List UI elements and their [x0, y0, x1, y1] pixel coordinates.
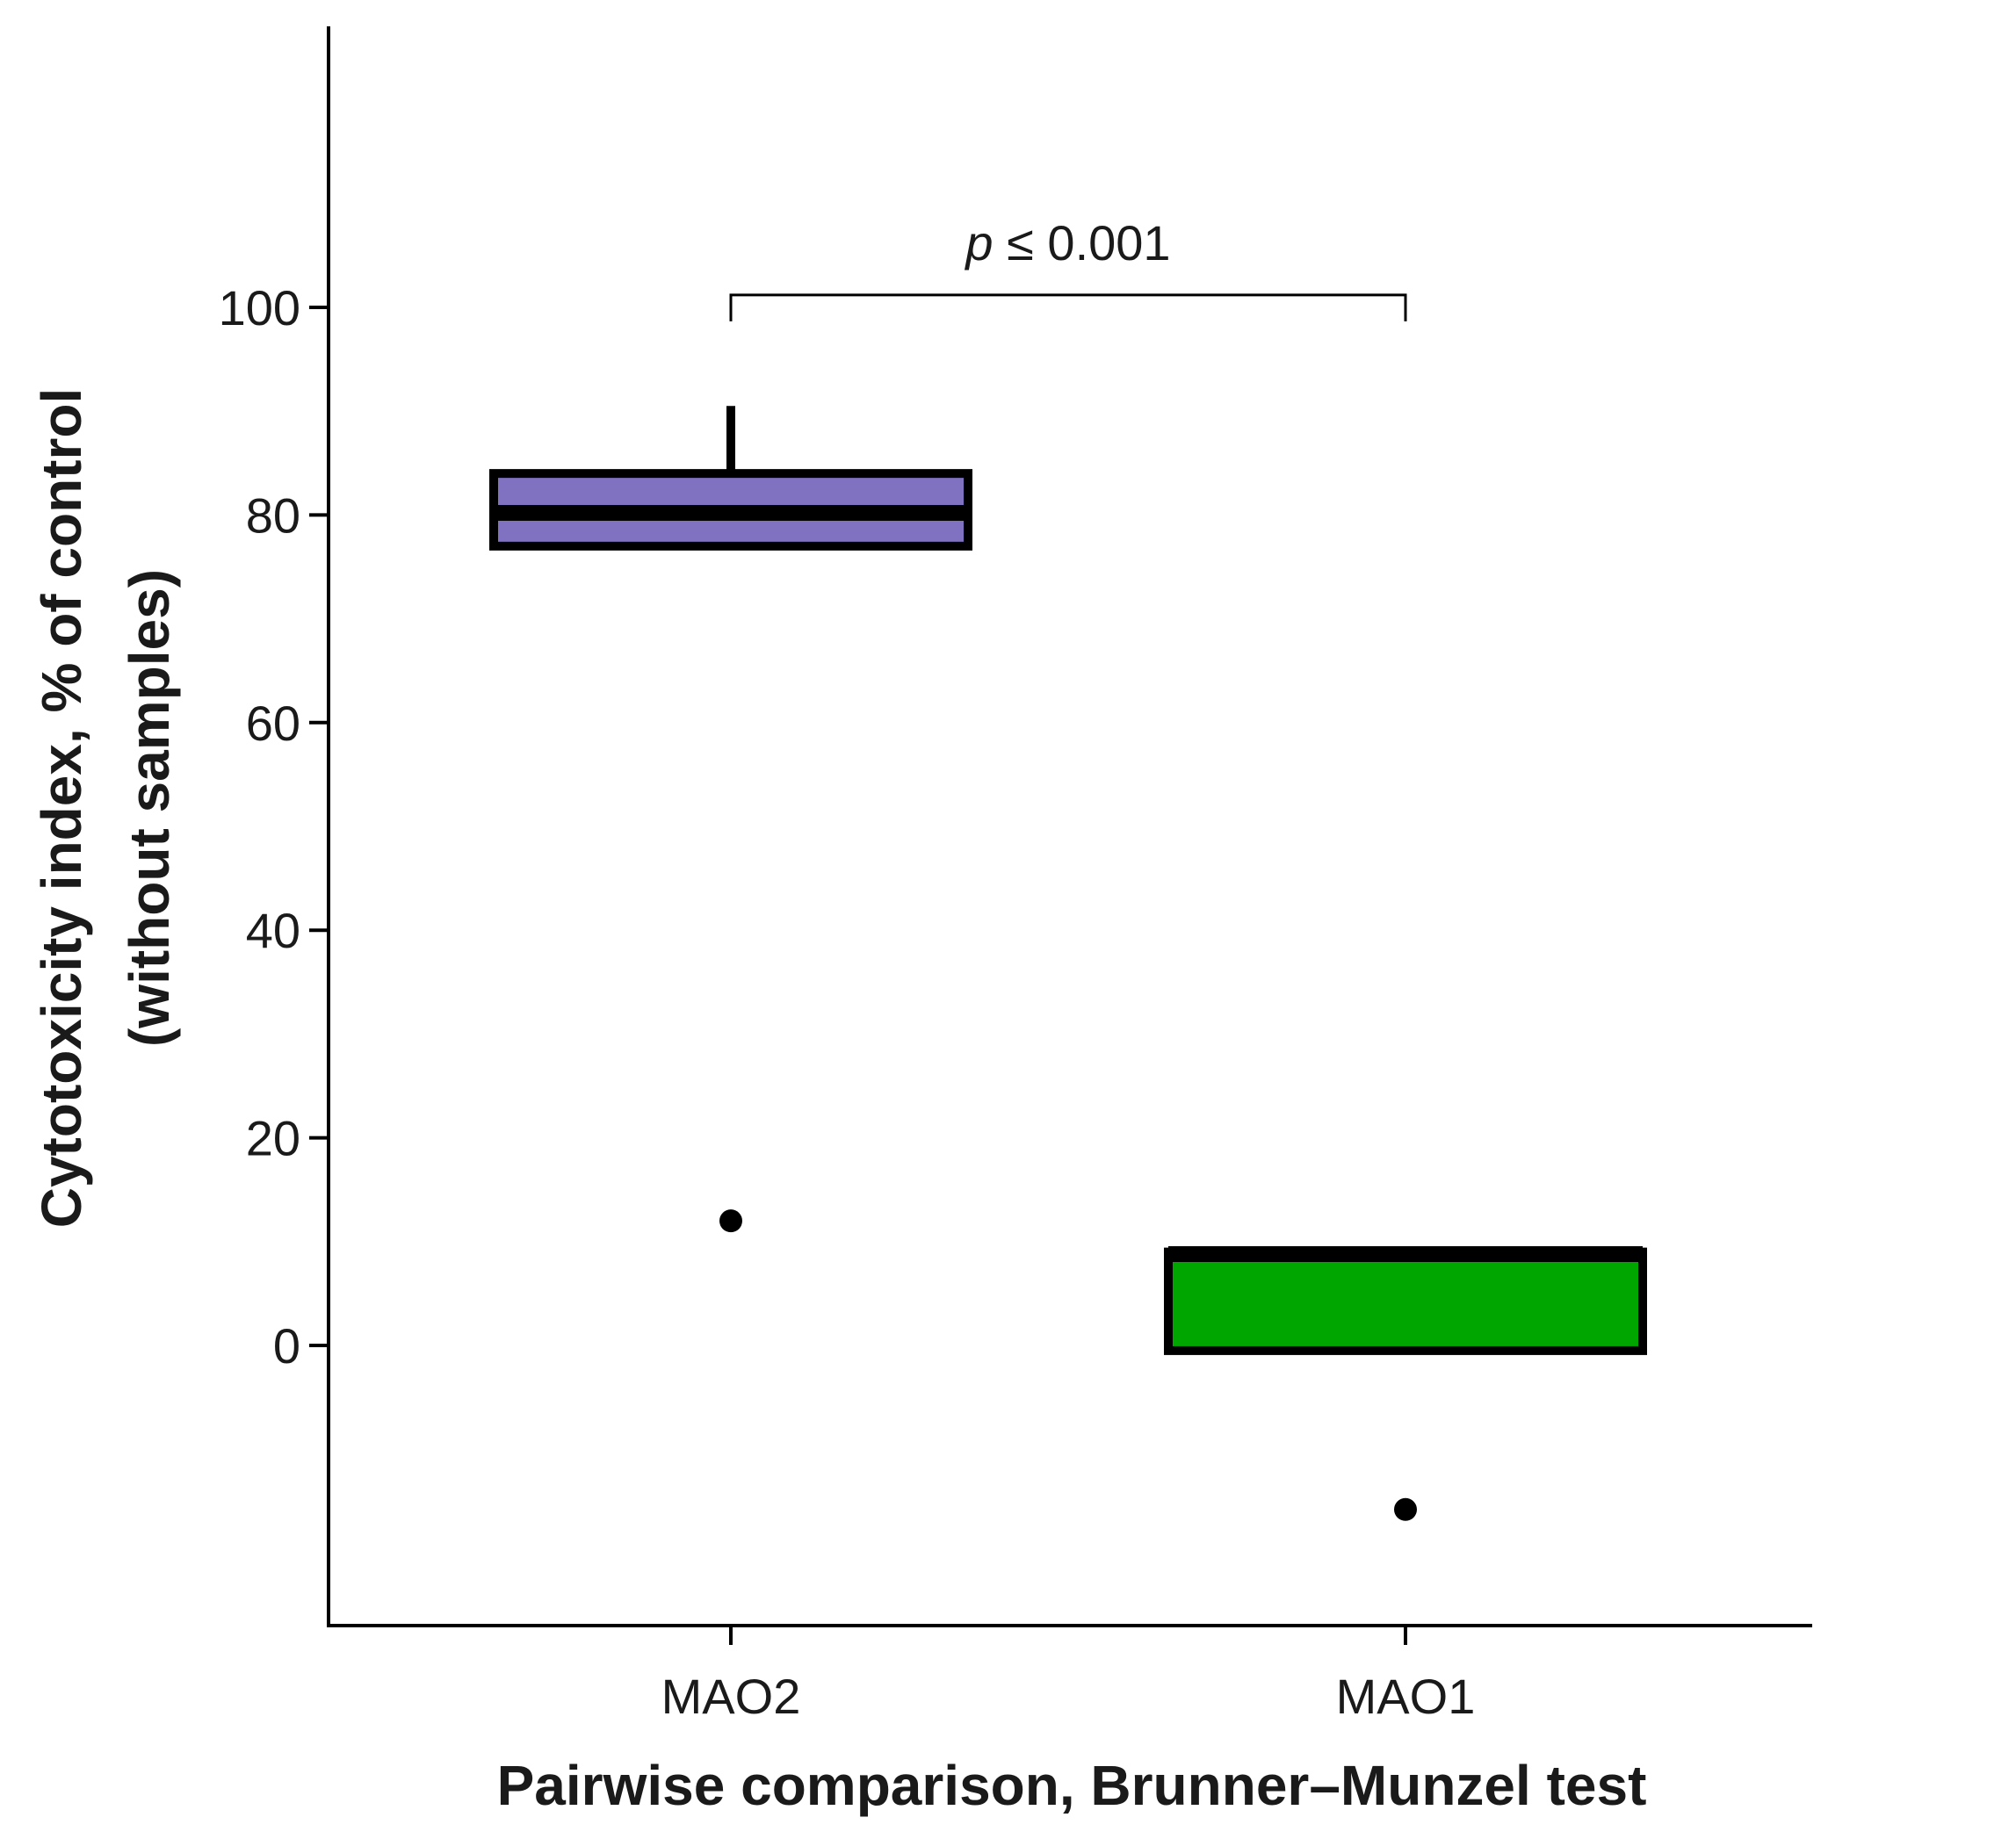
y-tick-label: 0: [273, 1318, 300, 1374]
y-ticks: 0 20 40 60 80 100: [219, 280, 329, 1374]
y-tick-label: 80: [246, 487, 300, 543]
y-tick-label: 40: [246, 903, 300, 958]
outlier-point: [1394, 1497, 1417, 1521]
x-tick-label: MAO1: [1336, 1669, 1476, 1724]
significance-bracket: p ≤ 0.001: [729, 215, 1407, 321]
bracket-line: [729, 293, 1407, 321]
y-axis-title-line-2: (without samples): [118, 569, 181, 1047]
outlier-point: [719, 1209, 742, 1233]
y-tick-label: 20: [246, 1111, 300, 1166]
box-iqr: [1164, 1247, 1647, 1355]
x-axis-title: Pairwise comparison, Brunner–Munzel test: [497, 1754, 1647, 1817]
p-value: ≤ 0.001: [994, 215, 1171, 270]
y-axis-title: Cytotoxicity index, % of control (withou…: [30, 388, 181, 1229]
p-symbol: p: [964, 215, 993, 270]
y-axis-title-line-1: Cytotoxicity index, % of control: [30, 388, 93, 1229]
box-mao2: [489, 406, 972, 1233]
y-tick-label: 100: [219, 280, 300, 335]
y-tick-label: 60: [246, 696, 300, 751]
p-value-label: p ≤ 0.001: [964, 215, 1170, 270]
boxes: [489, 406, 1647, 1521]
box-mao1: [1164, 1245, 1647, 1521]
x-tick-label: MAO2: [661, 1669, 801, 1724]
x-ticks: MAO2 MAO1: [661, 1626, 1476, 1724]
